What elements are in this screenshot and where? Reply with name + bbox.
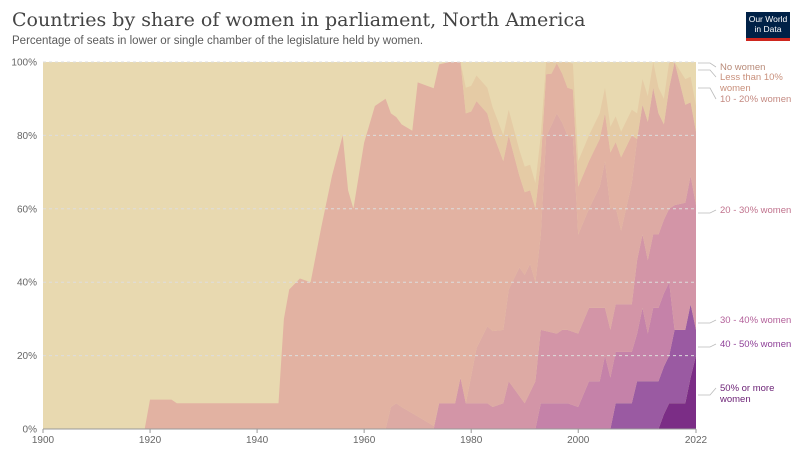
x-tick-label: 1960 <box>353 435 376 446</box>
owid-logo[interactable]: Our World in Data <box>746 12 790 41</box>
legend-leader-line <box>698 87 717 100</box>
legend-item[interactable]: 10 - 20% women <box>698 87 791 105</box>
legend-item[interactable]: 40 - 50% women <box>698 339 791 350</box>
x-axis: 1900 1920 1940 1960 1980 2000 2022 <box>32 428 708 446</box>
chart-subtitle: Percentage of seats in lower or single c… <box>12 35 424 47</box>
legend-leader-line <box>698 387 717 396</box>
area-10-20-women[interactable] <box>43 62 696 429</box>
legend-label: 40 - 50% women <box>720 339 791 350</box>
legend-item[interactable]: 20 - 30% women <box>698 205 791 216</box>
legend-label: Less than 10% women <box>719 72 783 94</box>
area-less-than-10-women[interactable] <box>43 62 696 429</box>
y-tick-label: 60% <box>17 204 37 215</box>
legend-label: No women <box>720 62 765 73</box>
y-tick-label: 100% <box>11 58 37 69</box>
legend-label: 50% or more women <box>719 383 774 405</box>
x-tick-label: 1920 <box>139 435 162 446</box>
legend-leader-line <box>698 209 717 214</box>
logo-line-1: Our World <box>748 14 788 24</box>
legend-leader-line <box>698 62 717 68</box>
logo-line-2: in Data <box>754 24 782 34</box>
legend-item[interactable]: No women <box>698 62 765 73</box>
y-axis: 0% 20% 40% 60% 80% 100% <box>11 58 37 436</box>
legend-item[interactable]: 50% or more women <box>698 383 774 405</box>
x-tick-label: 2022 <box>685 435 708 446</box>
y-tick-label: 40% <box>17 278 37 289</box>
x-tick-label: 1940 <box>246 435 269 446</box>
area-series <box>43 62 696 429</box>
legend-leader-line <box>698 343 717 348</box>
legend-leader-line <box>698 319 717 324</box>
y-tick-label: 80% <box>17 131 37 142</box>
x-tick-label: 1980 <box>460 435 483 446</box>
legend-item[interactable]: 30 - 40% women <box>698 315 791 326</box>
legend-label: 30 - 40% women <box>720 315 791 326</box>
x-tick-label: 1900 <box>32 435 55 446</box>
x-tick-label: 2000 <box>567 435 590 446</box>
y-tick-label: 0% <box>23 425 38 436</box>
chart-title: Countries by share of women in parliamen… <box>12 9 586 31</box>
legend-label: 20 - 30% women <box>720 205 791 216</box>
legend-item[interactable]: Less than 10% women <box>698 69 783 94</box>
area-40-50-women[interactable] <box>43 304 696 429</box>
legend-leader-line <box>698 69 717 78</box>
y-tick-label: 20% <box>17 351 37 362</box>
legend-label: 10 - 20% women <box>720 94 791 105</box>
